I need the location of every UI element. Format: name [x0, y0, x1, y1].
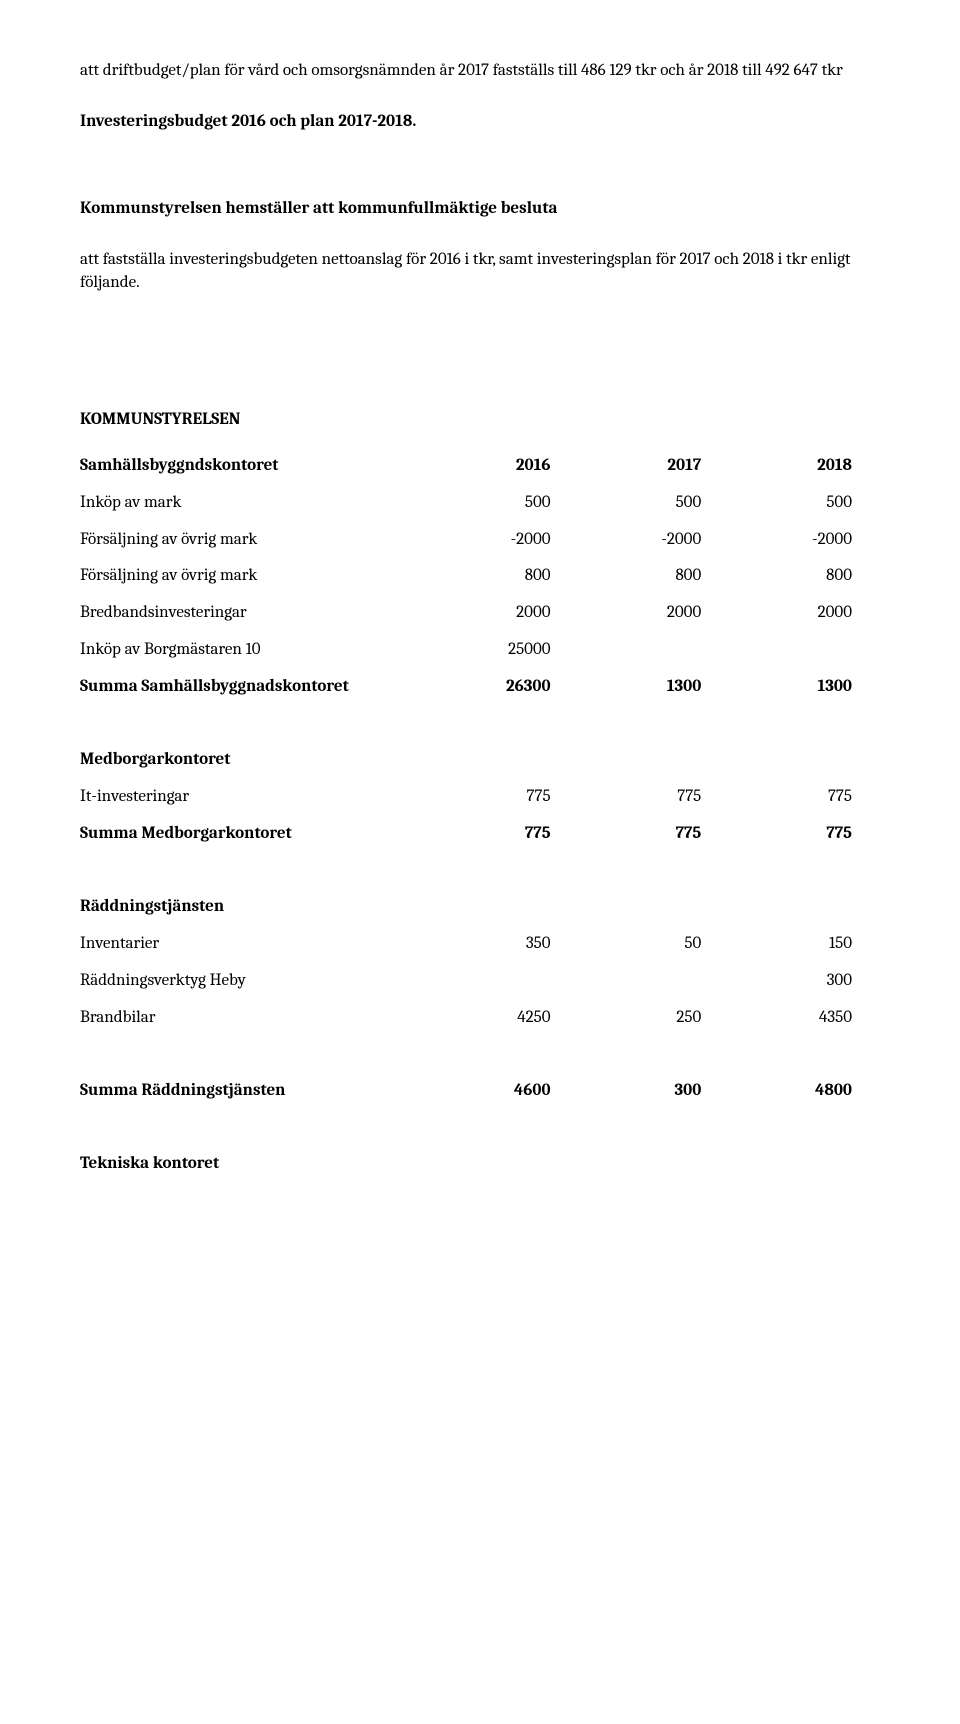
cell-value: [729, 632, 880, 669]
table-header-row: Räddningstjänsten: [80, 889, 880, 926]
intro-paragraph-2: att fastställa investeringsbudgeten nett…: [80, 249, 880, 295]
header-2016: 2016: [428, 448, 579, 485]
cell-value: [579, 632, 730, 669]
table-row: It-investeringar 775 775 775: [80, 779, 880, 816]
cell-label: Försäljning av övrig mark: [80, 558, 428, 595]
cell-value: 800: [428, 558, 579, 595]
table-row: Inköp av mark 500 500 500: [80, 485, 880, 522]
cell-value: 2000: [579, 595, 730, 632]
cell-value: 150: [729, 926, 880, 963]
table-raddningstjansten-sum: Summa Räddningstjänsten 4600 300 4800: [80, 1073, 880, 1110]
cell-value: 500: [729, 485, 880, 522]
cell-label: Försäljning av övrig mark: [80, 522, 428, 559]
cell-label: Inköp av Borgmästaren 10: [80, 632, 428, 669]
cell-label: Brandbilar: [80, 1000, 428, 1037]
sum-value: 4600: [428, 1073, 579, 1110]
cell-label: Räddningsverktyg Heby: [80, 963, 428, 1000]
table-row: Försäljning av övrig mark -2000 -2000 -2…: [80, 522, 880, 559]
cell-value: -2000: [428, 522, 579, 559]
table-header-row: Samhällsbyggndskontoret 2016 2017 2018: [80, 448, 880, 485]
sum-value: 1300: [579, 669, 730, 706]
cell-value: 775: [428, 779, 579, 816]
sum-value: 26300: [428, 669, 579, 706]
table-sum-row: Summa Samhällsbyggnadskontoret 26300 130…: [80, 669, 880, 706]
cell-value: 775: [729, 779, 880, 816]
sum-value: 1300: [729, 669, 880, 706]
cell-value: 4350: [729, 1000, 880, 1037]
cell-label: Inventarier: [80, 926, 428, 963]
sum-label: Summa Räddningstjänsten: [80, 1073, 428, 1110]
cell-value: 775: [579, 779, 730, 816]
section-kommunstyrelsen: KOMMUNSTYRELSEN: [80, 409, 880, 432]
table-tekniska-kontoret: Tekniska kontoret: [80, 1146, 880, 1183]
cell-label: It-investeringar: [80, 779, 428, 816]
heading-kommunstyrelsen-hemstaller: Kommunstyrelsen hemställer att kommunful…: [80, 198, 880, 221]
cell-value: 250: [579, 1000, 730, 1037]
table-row: Inventarier 350 50 150: [80, 926, 880, 963]
header-2018: 2018: [729, 448, 880, 485]
cell-value: 25000: [428, 632, 579, 669]
table-row: Inköp av Borgmästaren 10 25000: [80, 632, 880, 669]
cell-value: 4250: [428, 1000, 579, 1037]
header-2017: 2017: [579, 448, 730, 485]
header-label: Medborgarkontoret: [80, 742, 428, 779]
header-label: Tekniska kontoret: [80, 1146, 428, 1183]
cell-value: 2000: [729, 595, 880, 632]
intro-paragraph-1: att driftbudget/plan för vård och omsorg…: [80, 60, 880, 83]
cell-value: 500: [428, 485, 579, 522]
sum-value: 775: [428, 816, 579, 853]
table-header-row: Tekniska kontoret: [80, 1146, 880, 1183]
header-label: Samhällsbyggndskontoret: [80, 448, 428, 485]
cell-value: [428, 963, 579, 1000]
sum-value: 300: [579, 1073, 730, 1110]
cell-value: -2000: [579, 522, 730, 559]
cell-value: [579, 963, 730, 1000]
cell-value: 300: [729, 963, 880, 1000]
table-raddningstjansten: Räddningstjänsten Inventarier 350 50 150…: [80, 889, 880, 1037]
sum-value: 4800: [729, 1073, 880, 1110]
heading-invest-budget: Investeringsbudget 2016 och plan 2017-20…: [80, 111, 880, 134]
table-row: Försäljning av övrig mark 800 800 800: [80, 558, 880, 595]
table-row: Räddningsverktyg Heby 300: [80, 963, 880, 1000]
cell-value: 800: [729, 558, 880, 595]
cell-value: -2000: [729, 522, 880, 559]
table-header-row: Medborgarkontoret: [80, 742, 880, 779]
table-medborgarkontoret: Medborgarkontoret It-investeringar 775 7…: [80, 742, 880, 853]
sum-label: Summa Medborgarkontoret: [80, 816, 428, 853]
table-sum-row: Summa Medborgarkontoret 775 775 775: [80, 816, 880, 853]
cell-label: Bredbandsinvesteringar: [80, 595, 428, 632]
cell-value: 800: [579, 558, 730, 595]
sum-value: 775: [729, 816, 880, 853]
cell-value: 50: [579, 926, 730, 963]
cell-label: Inköp av mark: [80, 485, 428, 522]
header-label: Räddningstjänsten: [80, 889, 428, 926]
cell-value: 2000: [428, 595, 579, 632]
table-row: Brandbilar 4250 250 4350: [80, 1000, 880, 1037]
table-row: Bredbandsinvesteringar 2000 2000 2000: [80, 595, 880, 632]
sum-value: 775: [579, 816, 730, 853]
cell-value: 500: [579, 485, 730, 522]
sum-label: Summa Samhällsbyggnadskontoret: [80, 669, 428, 706]
table-sum-row: Summa Räddningstjänsten 4600 300 4800: [80, 1073, 880, 1110]
table-samhallsbyggnadskontoret: Samhällsbyggndskontoret 2016 2017 2018 I…: [80, 448, 880, 707]
cell-value: 350: [428, 926, 579, 963]
